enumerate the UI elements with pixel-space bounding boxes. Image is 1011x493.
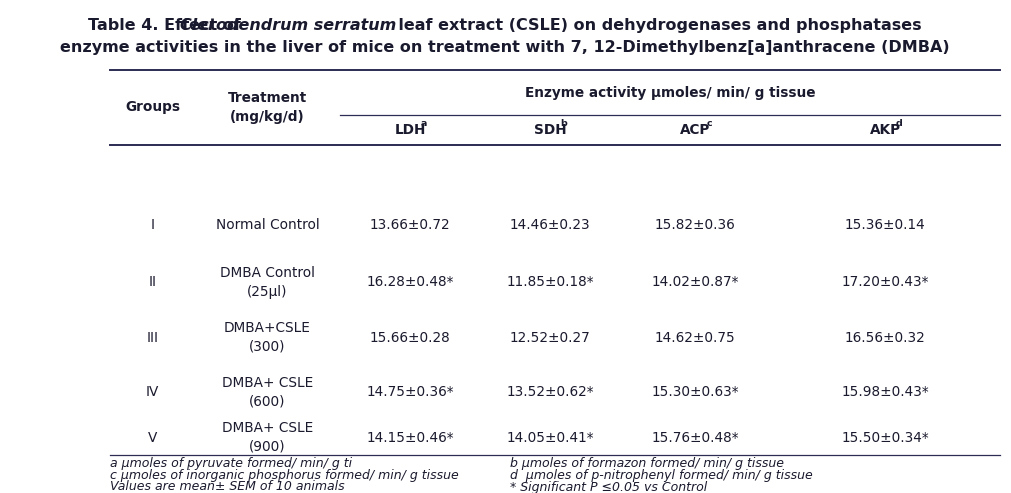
Text: Values are mean± SEM of 10 animals: Values are mean± SEM of 10 animals — [110, 481, 345, 493]
Text: AKP: AKP — [869, 123, 901, 137]
Text: 14.46±0.23: 14.46±0.23 — [510, 218, 590, 232]
Text: 15.76±0.48*: 15.76±0.48* — [651, 430, 739, 445]
Text: III: III — [147, 330, 159, 345]
Text: I: I — [151, 218, 155, 232]
Text: SDH: SDH — [534, 123, 566, 137]
Text: 13.66±0.72: 13.66±0.72 — [370, 218, 450, 232]
Text: 15.50±0.34*: 15.50±0.34* — [841, 430, 929, 445]
Text: b μmoles of formazon formed/ min/ g tissue: b μmoles of formazon formed/ min/ g tiss… — [510, 457, 784, 469]
Text: b: b — [561, 119, 567, 129]
Text: Treatment
(mg/kg/d): Treatment (mg/kg/d) — [227, 91, 307, 124]
Text: DMBA+ CSLE
(900): DMBA+ CSLE (900) — [221, 422, 313, 454]
Text: V: V — [148, 430, 157, 445]
Text: 15.30±0.63*: 15.30±0.63* — [651, 386, 739, 399]
Text: 17.20±0.43*: 17.20±0.43* — [841, 276, 929, 289]
Text: d  μmoles of p-nitrophenyl formed/ min/ g tissue: d μmoles of p-nitrophenyl formed/ min/ g… — [510, 468, 813, 482]
Text: ACP: ACP — [679, 123, 710, 137]
Text: DMBA+CSLE
(300): DMBA+CSLE (300) — [224, 321, 311, 353]
Text: 15.66±0.28: 15.66±0.28 — [370, 330, 450, 345]
Text: Normal Control: Normal Control — [215, 218, 319, 232]
Text: II: II — [149, 276, 157, 289]
Text: Enzyme activity μmoles/ min/ g tissue: Enzyme activity μmoles/ min/ g tissue — [525, 85, 815, 100]
Text: 14.05±0.41*: 14.05±0.41* — [507, 430, 593, 445]
Text: 15.82±0.36: 15.82±0.36 — [655, 218, 735, 232]
Text: DMBA Control
(25μl): DMBA Control (25μl) — [220, 266, 315, 299]
Text: c μmoles of inorganic phosphorus formed/ min/ g tissue: c μmoles of inorganic phosphorus formed/… — [110, 468, 459, 482]
Text: c: c — [707, 119, 712, 129]
Text: IV: IV — [146, 386, 159, 399]
Text: 15.36±0.14: 15.36±0.14 — [844, 218, 925, 232]
Text: enzyme activities in the liver of mice on treatment with 7, 12-Dimethylbenz[a]an: enzyme activities in the liver of mice o… — [61, 40, 949, 55]
Text: 11.85±0.18*: 11.85±0.18* — [507, 276, 593, 289]
Text: 14.02±0.87*: 14.02±0.87* — [651, 276, 739, 289]
Text: Table 4. Effect of                            leaf extract (CSLE) on dehydrogena: Table 4. Effect of leaf extract (CSLE) o… — [88, 18, 922, 33]
Text: Groups: Groups — [125, 101, 180, 114]
Text: LDH: LDH — [394, 123, 426, 137]
Text: DMBA+ CSLE
(600): DMBA+ CSLE (600) — [221, 376, 313, 409]
Text: 14.75±0.36*: 14.75±0.36* — [366, 386, 454, 399]
Text: a μmoles of pyruvate formed/ min/ g ti: a μmoles of pyruvate formed/ min/ g ti — [110, 457, 352, 469]
Text: 14.15±0.46*: 14.15±0.46* — [366, 430, 454, 445]
Text: d: d — [896, 119, 903, 129]
Text: 13.52±0.62*: 13.52±0.62* — [507, 386, 593, 399]
Text: 14.62±0.75: 14.62±0.75 — [655, 330, 735, 345]
Text: 16.28±0.48*: 16.28±0.48* — [366, 276, 454, 289]
Text: Clerodendrum serratum: Clerodendrum serratum — [180, 18, 396, 33]
Text: 15.98±0.43*: 15.98±0.43* — [841, 386, 929, 399]
Text: 12.52±0.27: 12.52±0.27 — [510, 330, 590, 345]
Text: 16.56±0.32: 16.56±0.32 — [844, 330, 925, 345]
Text: * Significant P ≤0.05 vs Control: * Significant P ≤0.05 vs Control — [510, 481, 708, 493]
Text: a: a — [421, 119, 428, 129]
